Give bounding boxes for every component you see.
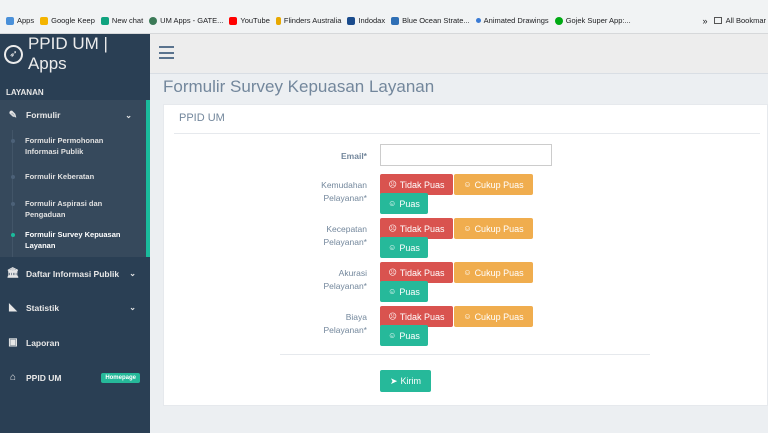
sidebar-item-laporan[interactable]: ▣ Laporan	[0, 325, 150, 360]
brand-title: PPID UM | Apps	[27, 34, 108, 73]
panel-divider	[174, 133, 760, 134]
biaya-tidak-puas-button[interactable]: ☹ Tidak Puas	[380, 306, 453, 327]
kemudahan-label: Kemudahan Pelayanan*	[321, 180, 367, 203]
submit-button[interactable]: ➤ Kirim	[380, 370, 431, 392]
sidebar-subitem-aspirasi[interactable]: Formulir Aspirasi dan Pengaduan	[0, 191, 146, 224]
smile-icon: ☺	[388, 331, 397, 340]
sidebar-item-ppid-um[interactable]: ⌂ PPID UM Homepage	[0, 360, 150, 395]
bookmark-um-apps[interactable]: UM Apps - GATE...	[149, 16, 223, 25]
frown-icon: ☹	[388, 312, 397, 321]
kemudahan-puas-button[interactable]: ☺ Puas	[380, 193, 428, 214]
akurasi-puas-button[interactable]: ☺ Puas	[380, 281, 428, 302]
form-divider	[280, 354, 650, 355]
google-keep-icon	[40, 16, 49, 25]
smile-icon: ☺	[388, 287, 397, 296]
akurasi-label: Akurasi Pelayanan*	[323, 268, 367, 291]
smile-icon: ☺	[463, 312, 472, 321]
bookmarks-overflow-button[interactable]: »	[702, 15, 708, 26]
smile-icon: ☺	[463, 268, 472, 277]
sidebar-subitem-keberatan[interactable]: Formulir Keberatan	[0, 167, 146, 191]
apps-grid-icon	[6, 16, 14, 25]
bookmark-flinders[interactable]: Flinders Australia	[275, 16, 341, 25]
briefcase-icon: ▣	[8, 337, 18, 348]
bookmark-animated-drawings[interactable]: Animated Drawings	[475, 16, 549, 25]
all-bookmarks-button[interactable]: All Bookmar	[713, 16, 766, 25]
biaya-label: Biaya Pelayanan*	[323, 312, 367, 335]
smile-icon: ☺	[388, 199, 397, 208]
frown-icon: ☹	[388, 180, 397, 189]
email-field[interactable]	[380, 144, 552, 166]
akurasi-cukup-puas-button[interactable]: ☺ Cukup Puas	[454, 262, 533, 283]
formulir-submenu: Formulir Permohonan Informasi Publik For…	[0, 130, 146, 257]
kecepatan-puas-button[interactable]: ☺ Puas	[380, 237, 428, 258]
area-chart-icon: ◣	[9, 302, 17, 313]
formulir-menu-group: ✎ Formulir ⌄ Formulir Permohonan Informa…	[0, 100, 150, 257]
email-label: Email*	[341, 151, 367, 161]
sidebar-item-statistik[interactable]: ◣ Statistik ⌄	[0, 290, 150, 325]
kecepatan-cukup-puas-button[interactable]: ☺ Cukup Puas	[454, 218, 533, 239]
kecepatan-tidak-puas-button[interactable]: ☹ Tidak Puas	[380, 218, 453, 239]
akurasi-tidak-puas-button[interactable]: ☹ Tidak Puas	[380, 262, 453, 283]
bookmarks-bar: Apps Google Keep New chat UM Apps - GATE…	[0, 0, 768, 34]
homepage-badge[interactable]: Homepage	[101, 372, 140, 383]
bookmark-blue-ocean[interactable]: Blue Ocean Strate...	[391, 16, 470, 25]
home-icon: ⌂	[9, 372, 17, 383]
sidebar-item-daftar-informasi[interactable]: 🏛 Daftar Informasi Publik ⌄	[6, 268, 136, 279]
bullet-icon	[11, 175, 15, 179]
page-title: Formulir Survey Kepuasan Layanan	[163, 77, 435, 96]
indodax-icon	[347, 16, 356, 25]
blue-ocean-icon	[391, 16, 400, 25]
bullet-icon	[11, 202, 15, 206]
bookmark-apps[interactable]: Apps	[6, 16, 34, 25]
folder-icon	[713, 17, 722, 24]
chevron-down-icon: ⌄	[129, 269, 136, 278]
edit-icon: ✎	[8, 109, 18, 121]
sidebar-item-formulir[interactable]: ✎ Formulir ⌄	[0, 100, 146, 130]
send-icon: ➤	[389, 375, 398, 386]
smile-icon: ☺	[463, 224, 472, 233]
menu-toggle-icon[interactable]	[159, 46, 174, 59]
animated-drawings-icon	[475, 18, 481, 23]
bookmark-youtube[interactable]: YouTube	[229, 16, 270, 25]
bookmark-google-keep[interactable]: Google Keep	[40, 16, 95, 25]
submenu-line	[12, 130, 13, 257]
kemudahan-tidak-puas-button[interactable]: ☹ Tidak Puas	[380, 174, 453, 195]
smile-icon: ☺	[463, 180, 472, 189]
biaya-puas-button[interactable]: ☺ Puas	[380, 325, 428, 346]
panel-title: PPID UM	[179, 112, 225, 124]
frown-icon: ☹	[388, 268, 397, 277]
menu-section-title: LAYANAN	[6, 88, 44, 97]
kecepatan-label: Kecepatan Pelayanan*	[323, 224, 367, 247]
um-apps-icon	[149, 16, 158, 25]
sidebar-subitem-permohonan[interactable]: Formulir Permohonan Informasi Publik	[0, 130, 146, 167]
smile-icon: ☺	[388, 243, 397, 252]
bank-icon: 🏛	[6, 268, 20, 279]
chevron-down-icon: ⌄	[129, 303, 136, 312]
biaya-cukup-puas-button[interactable]: ☺ Cukup Puas	[454, 306, 533, 327]
top-nav	[150, 34, 768, 74]
bullet-icon	[11, 233, 15, 237]
sidebar-subitem-survey[interactable]: Formulir Survey Kepuasan Layanan	[0, 224, 146, 257]
brand[interactable]: ➶ PPID UM | Apps	[0, 34, 150, 74]
frown-icon: ☹	[388, 224, 397, 233]
bookmark-gojek[interactable]: Gojek Super App:...	[554, 16, 631, 25]
youtube-icon	[229, 16, 238, 25]
bookmark-indodax[interactable]: Indodax	[347, 16, 385, 25]
kemudahan-cukup-puas-button[interactable]: ☺ Cukup Puas	[454, 174, 533, 195]
chatgpt-icon	[100, 16, 109, 25]
bookmark-new-chat[interactable]: New chat	[100, 16, 143, 25]
bullet-icon	[11, 139, 15, 143]
chevron-down-icon: ⌄	[125, 110, 132, 120]
gojek-icon	[554, 16, 563, 25]
flinders-icon	[275, 16, 281, 25]
sidebar: ➶ PPID UM | Apps LAYANAN ✎ Formulir ⌄ Fo…	[0, 34, 150, 433]
rocket-icon: ➶	[4, 44, 23, 64]
